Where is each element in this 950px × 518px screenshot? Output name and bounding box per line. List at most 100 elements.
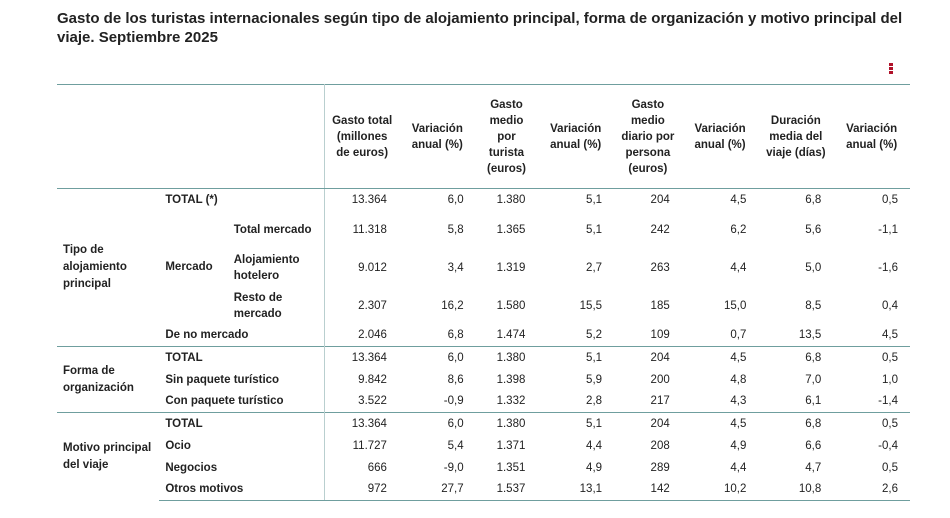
table-cell: 4,3	[730, 395, 747, 408]
table-cell: 204	[650, 193, 670, 206]
table-cell: 10,8	[758, 478, 834, 501]
table-cell: 4,5	[681, 346, 759, 369]
table-cell: 5,1	[586, 223, 603, 236]
data-table: Gasto total (millones de euros) Variació…	[57, 84, 910, 501]
table-cell: 13,1	[537, 478, 615, 501]
table-cell: 242	[650, 223, 670, 236]
table-cell: 185	[650, 299, 670, 312]
table-cell: 6,2	[730, 223, 747, 236]
table-cell: 11.727	[352, 439, 387, 452]
table-row: Motivo principal del viaje TOTAL 13.364 …	[57, 412, 910, 501]
table-cell: 6,1	[805, 395, 822, 408]
table-cell: -0,4	[878, 439, 898, 452]
row-group-label: Forma de organización	[57, 346, 160, 413]
table-cell: 4,5	[681, 412, 759, 435]
table-cell: 5,1	[586, 193, 603, 206]
table-cell: -0,9	[443, 395, 464, 408]
table-cell: 2.307	[358, 299, 387, 312]
table-cell: 217	[650, 395, 670, 408]
row-label: TOTAL	[159, 346, 326, 369]
table-cell: 1.474	[496, 329, 526, 342]
table-cell: 666	[367, 461, 387, 474]
table-row: Mercado Total mercado 11.318 5,8 1.365 5…	[57, 210, 910, 273]
table-cell: 5,4	[447, 439, 464, 452]
table-cell: 1.351	[496, 461, 526, 474]
table-cell: 27,7	[398, 478, 476, 501]
table-cell: -1,1	[878, 223, 898, 236]
table-cell: 2,7	[586, 261, 603, 274]
table-cell: 5,1	[537, 346, 615, 369]
row-group-label: Tipo de alojamiento principal	[63, 244, 127, 290]
table-cell: 972	[324, 478, 399, 501]
col-header: Variación anual (%)	[833, 84, 910, 189]
table-row: Alojamiento hotelero 9.012 3,4 1.319 2,7…	[57, 248, 910, 287]
table-cell: 13.364	[324, 412, 399, 435]
table-cell: 200	[650, 373, 670, 386]
table-cell: 0,4	[882, 299, 898, 312]
row-group-label: Mercado	[165, 261, 213, 273]
table-cell: 263	[650, 261, 670, 274]
row-label: Negocios	[159, 456, 326, 479]
table-cell: 5,1	[537, 412, 615, 435]
table-cell: 1.380	[475, 412, 538, 435]
table-cell: 6,8	[805, 193, 822, 206]
table-cell: 142	[614, 478, 682, 501]
table-cell: 6,8	[758, 346, 834, 369]
table-cell: 4,7	[805, 461, 822, 474]
table-cell: 10,2	[681, 478, 759, 501]
table-cell: 6,8	[758, 412, 834, 435]
table-cell: 5,8	[447, 223, 464, 236]
table-row: Ocio 11.727 5,4 1.371 4,4 208 4,9 6,6 -0…	[57, 434, 910, 457]
table-cell: 4,5	[882, 329, 898, 342]
table-cell: 109	[650, 329, 670, 342]
table-cell: 3.522	[358, 395, 387, 408]
table-cell: 8,5	[805, 299, 822, 312]
row-label: TOTAL	[159, 412, 326, 435]
table-row: Tipo de alojamiento principal TOTAL (*) …	[57, 188, 910, 290]
header-row: Gasto total (millones de euros) Variació…	[57, 84, 910, 189]
table-row: Resto de mercado 2.307 16,2 1.580 15,5 1…	[57, 286, 910, 325]
table-cell: 13,5	[798, 329, 822, 342]
table-cell: 1.319	[496, 261, 526, 274]
table-cell: -9,0	[443, 461, 464, 474]
col-header: Variación anual (%)	[681, 84, 759, 189]
col-header: Duración media del viaje (días)	[758, 84, 834, 189]
table-row: Negocios 666 -9,0 1.351 4,9 289 4,4 4,7 …	[57, 456, 910, 479]
row-label: Sin paquete turístico	[159, 368, 326, 391]
table-cell: 11.318	[352, 223, 387, 236]
table-cell: -1,6	[878, 261, 898, 274]
table-cell: 13.364	[324, 346, 399, 369]
table-cell: 16,2	[441, 299, 464, 312]
col-header: Variación anual (%)	[537, 84, 615, 189]
table-cell: 0,7	[730, 329, 747, 342]
table-cell: 1.398	[496, 373, 526, 386]
table-cell: 1.371	[496, 439, 526, 452]
table-cell: 9.842	[358, 373, 387, 386]
table-cell: 204	[614, 412, 682, 435]
table-cell: 1.332	[496, 395, 526, 408]
table-cell: 1,0	[882, 373, 898, 386]
table-cell: 4,4	[730, 261, 747, 274]
row-label: De no mercado	[159, 324, 326, 347]
table-cell: 0,5	[882, 193, 898, 206]
table-cell: 2,6	[833, 478, 910, 501]
col-header: Gasto medio por turista (euros)	[475, 84, 538, 189]
table-cell: 1.380	[475, 346, 538, 369]
table-cell: 0,5	[833, 346, 910, 369]
vertical-ellipsis-icon[interactable]	[886, 62, 896, 78]
table-cell: 5,2	[586, 329, 603, 342]
table-cell: -1,4	[878, 395, 898, 408]
table-cell: 15,5	[579, 299, 603, 312]
table-cell: 208	[650, 439, 670, 452]
col-header: Gasto medio diario por persona (euros)	[614, 84, 682, 189]
table-row: Forma de organización TOTAL 13.364 6,0 1…	[57, 346, 910, 413]
table-cell: 4,9	[730, 439, 747, 452]
row-group-label: Motivo principal del viaje	[57, 412, 160, 501]
table-cell: 6,8	[447, 329, 464, 342]
table-cell: 6,0	[398, 346, 476, 369]
col-header: Gasto total (millones de euros)	[324, 84, 399, 189]
table-cell: 8,6	[447, 373, 464, 386]
table-cell: 4,5	[730, 193, 747, 206]
table-cell: 289	[650, 461, 670, 474]
row-label: Con paquete turístico	[159, 390, 326, 413]
